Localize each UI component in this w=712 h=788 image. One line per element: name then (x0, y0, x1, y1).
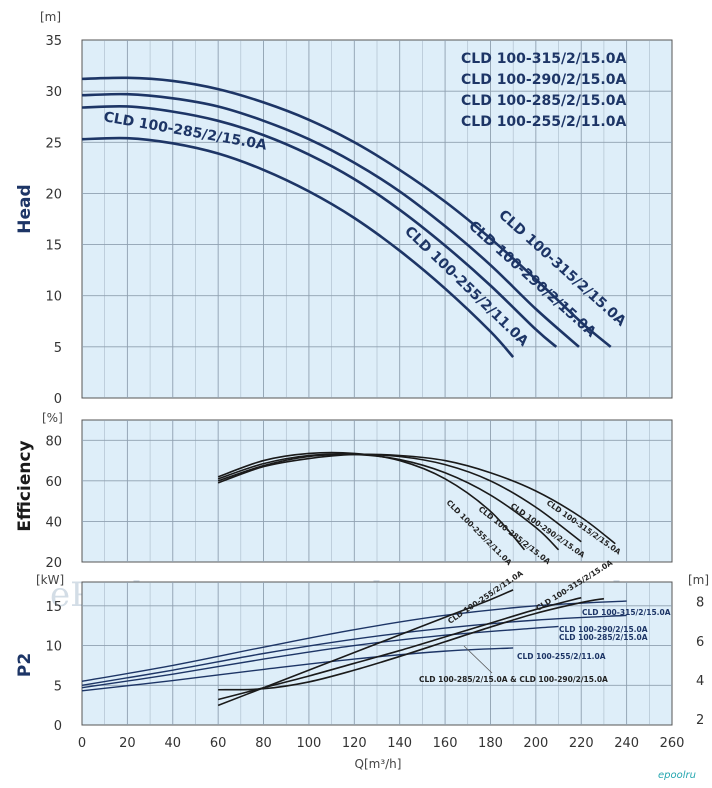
efficiency-y-ticks: 20 40 60 80 (45, 434, 62, 571)
y-tick-label: 25 (45, 136, 62, 151)
power-y-ticks: 0 5 10 15 (45, 600, 62, 734)
series-line (81, 614, 627, 686)
x-tick-label: 120 (342, 736, 367, 751)
x-tick-label: 240 (614, 736, 639, 751)
series-line (217, 589, 514, 707)
y2-tick-label: 6 (696, 635, 704, 650)
legend-item: CLD 100-290/2/15.0A (461, 72, 626, 88)
efficiency-grid (82, 420, 672, 562)
legend-item: CLD 100-255/2/11.0A (461, 114, 626, 130)
power-curves (81, 589, 627, 707)
y-tick-label: 5 (54, 341, 62, 356)
series-line (81, 105, 558, 348)
y-tick-label: 10 (45, 290, 62, 305)
y-tick-label: 5 (54, 679, 62, 694)
series-line (81, 647, 514, 692)
curve-label-p2-315: CLD 100-315/2/15.0A (582, 608, 671, 617)
legend-item: CLD 100-315/2/15.0A (461, 51, 626, 67)
y2-tick-label: 2 (696, 713, 704, 728)
head-y-ticks: 0 5 10 15 20 25 30 35 (45, 34, 62, 407)
x-tick-label: 140 (387, 736, 412, 751)
power-right-y-ticks: 2 4 6 8 (696, 596, 704, 729)
x-tick-label: 100 (297, 736, 322, 751)
curve-label-p2-255: CLD 100-255/2/11.0A (517, 652, 606, 661)
efficiency-y-axis-label: Efficiency (15, 440, 35, 531)
head-curves (81, 76, 612, 358)
series-line (217, 453, 582, 543)
leader-line (463, 645, 493, 674)
power-right-y-unit: [m] (688, 573, 709, 587)
x-tick-label: 20 (119, 736, 136, 751)
x-tick-label: 0 (78, 736, 86, 751)
head-y-unit: [m] (40, 10, 61, 24)
x-axis-label: Q[m³/h] (355, 757, 402, 771)
y2-tick-label: 4 (696, 674, 704, 689)
series-line (217, 596, 582, 701)
head-y-axis-label: Head (15, 184, 35, 233)
efficiency-y-unit: [%] (42, 411, 63, 425)
power-y-unit: [kW] (36, 573, 64, 587)
x-tick-label: 260 (660, 736, 685, 751)
x-ticks: 0 20 40 60 80 100 120 140 160 180 200 220 240 260 (78, 736, 685, 751)
y-tick-label: 80 (45, 434, 62, 449)
x-tick-label: 160 (433, 736, 458, 751)
series-line (81, 625, 559, 689)
y-tick-label: 20 (45, 187, 62, 202)
series-line (81, 92, 580, 348)
logo: epoolru (658, 770, 696, 781)
series-line (81, 136, 515, 358)
y-tick-label: 35 (45, 34, 62, 49)
head-grid (82, 40, 672, 398)
y-tick-label: 10 (45, 640, 62, 655)
series-line (217, 453, 616, 545)
legend-item: CLD 100-285/2/15.0A (461, 93, 626, 109)
curve-label-p2-290: CLD 100-290/2/15.0A (559, 625, 648, 634)
curve-label-p2-285: CLD 100-285/2/15.0A (559, 633, 648, 642)
y-tick-label: 20 (45, 556, 62, 571)
y-tick-label: 60 (45, 475, 62, 490)
series-line (81, 600, 627, 682)
x-tick-label: 60 (210, 736, 227, 751)
y-tick-label: 0 (54, 719, 62, 734)
series-line (217, 453, 560, 551)
y-tick-label: 15 (45, 600, 62, 615)
series-line (217, 451, 526, 551)
head-panel: 0 5 10 15 20 25 30 35 [m] Head CLD 100-315/2/15… (15, 10, 673, 407)
y-tick-label: 40 (45, 515, 62, 530)
series-line (81, 76, 612, 348)
y-tick-label: 15 (45, 239, 62, 254)
efficiency-curves (217, 451, 616, 551)
head-legend: CLD 100-315/2/15.0A CLD 100-290/2/15.0A … (461, 51, 626, 130)
x-tick-label: 180 (478, 736, 503, 751)
x-tick-label: 80 (255, 736, 272, 751)
x-tick-label: 40 (164, 736, 181, 751)
series-line (218, 597, 605, 691)
y2-tick-label: 8 (696, 596, 704, 611)
x-tick-label: 200 (523, 736, 548, 751)
curve-label-npsh-285-290: CLD 100-285/2/15.0A & CLD 100-290/2/15.0… (419, 675, 608, 684)
y-tick-label: 30 (45, 85, 62, 100)
power-y-axis-label: P2 (15, 653, 35, 677)
x-tick-label: 220 (569, 736, 594, 751)
power-grid (82, 582, 672, 725)
power-panel: 0 5 10 15 2 4 6 8 0 20 40 60 80 100 120 140 160 180 200 2… (15, 558, 709, 771)
y-tick-label: 0 (54, 392, 62, 407)
